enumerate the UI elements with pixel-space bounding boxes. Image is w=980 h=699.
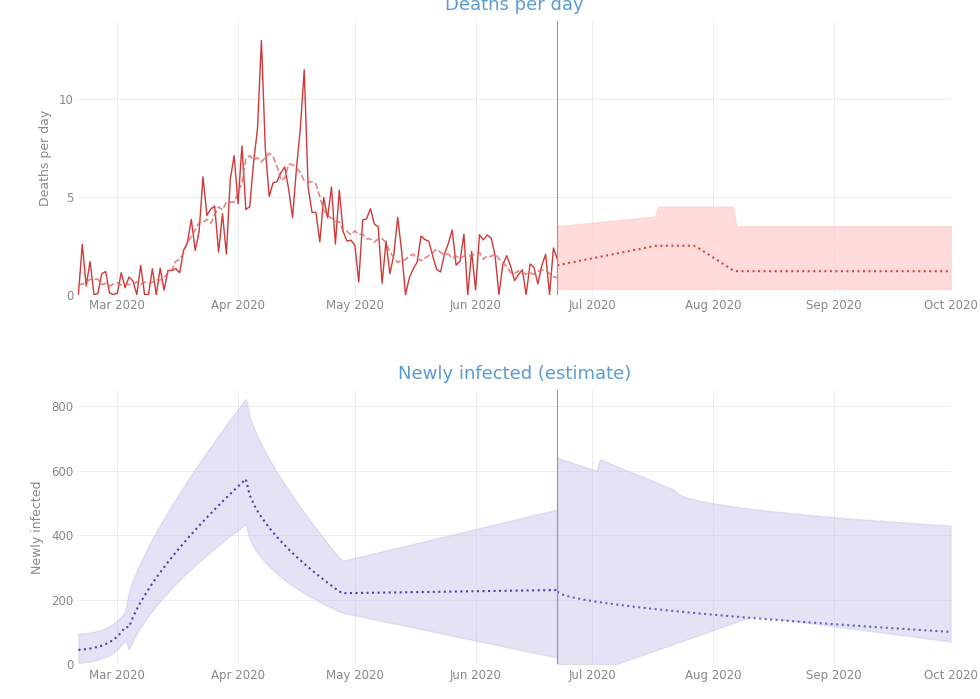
Title: Newly infected (estimate): Newly infected (estimate) [398, 366, 631, 383]
Y-axis label: Newly infected: Newly infected [31, 480, 44, 574]
Y-axis label: Deaths per day: Deaths per day [39, 110, 52, 206]
Title: Deaths per day: Deaths per day [445, 0, 584, 14]
